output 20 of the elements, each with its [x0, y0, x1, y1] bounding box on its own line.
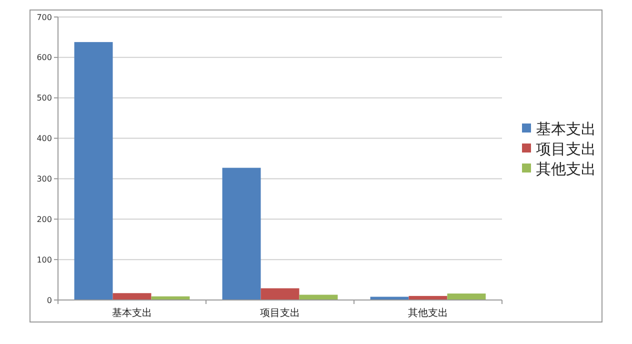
legend-label: 项目支出 [536, 140, 596, 158]
bar [260, 288, 300, 300]
y-tick-label: 200 [36, 214, 52, 224]
bar [112, 293, 152, 300]
x-tick-label: 项目支出 [260, 307, 300, 319]
y-tick-label: 700 [36, 12, 52, 22]
bar [447, 294, 486, 300]
y-tick-label: 300 [36, 174, 52, 184]
x-tick-label: 基本支出 [112, 307, 152, 319]
y-tick-label: 500 [36, 94, 52, 103]
bar [74, 42, 113, 300]
y-tick-label: 0 [46, 296, 52, 305]
bar [299, 294, 338, 300]
y-tick-label: 400 [36, 134, 52, 144]
y-tick-label: 100 [36, 255, 52, 264]
bar [222, 168, 261, 300]
y-tick-label: 600 [36, 53, 52, 62]
legend-label: 基本支出 [536, 120, 596, 138]
legend-label: 其他支出 [536, 160, 596, 178]
x-tick-label: 其他支出 [408, 307, 448, 319]
